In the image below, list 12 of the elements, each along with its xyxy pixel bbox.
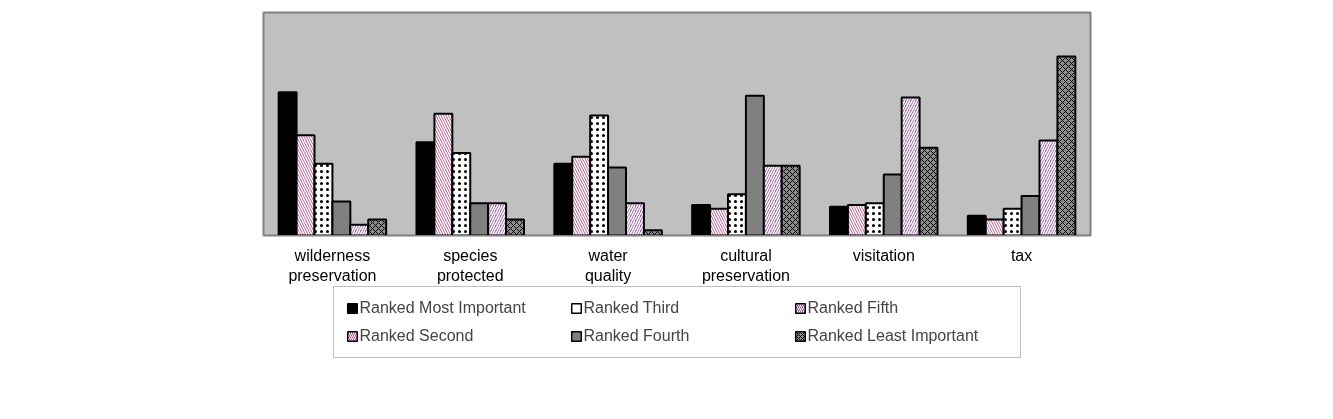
x-tick-label: species protected	[436, 246, 504, 284]
x-tick-label: water quality	[584, 246, 632, 284]
legend-label: Ranked Least Important	[807, 327, 980, 345]
legend-label: Ranked Second	[359, 327, 475, 345]
legend-label: Ranked Third	[583, 299, 681, 317]
x-tick-label: cultural preservation	[701, 246, 790, 284]
legend-label: Ranked Fifth	[807, 299, 900, 317]
x-tick-label: tax	[1010, 246, 1033, 264]
x-tick-label: wilderness preservation	[288, 246, 377, 284]
legend-label: Ranked Fourth	[583, 327, 691, 345]
legend-label: Ranked Most Important	[359, 299, 527, 317]
x-tick-label: visitation	[852, 246, 915, 264]
